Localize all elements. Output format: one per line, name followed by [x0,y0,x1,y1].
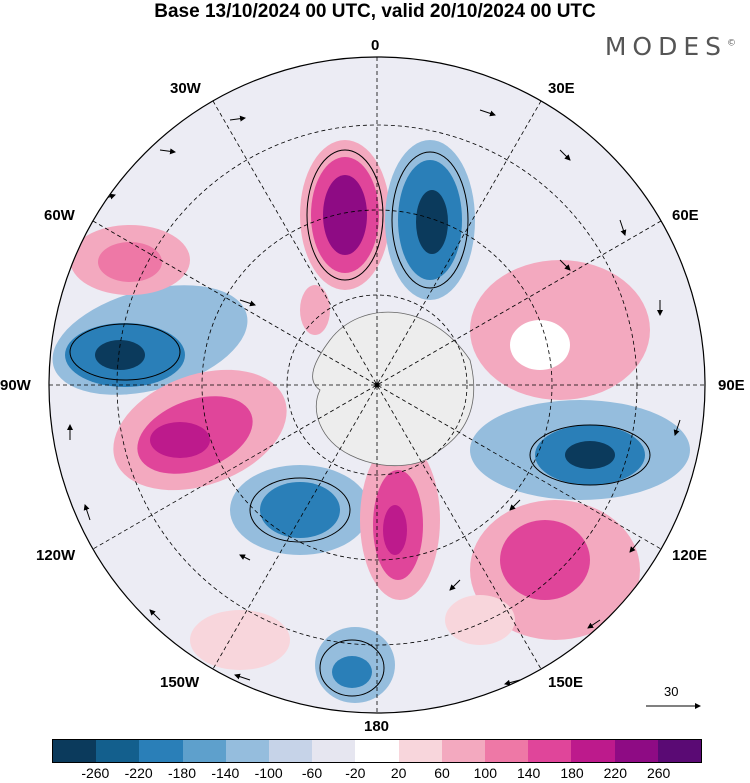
colorbar-swatch [53,740,97,762]
colorbar-tick-label: -180 [167,765,197,781]
colorbar-swatch [614,740,658,762]
colorbar-swatch [441,740,486,762]
lon-label-90w: 90W [0,377,31,394]
lon-label-0: 0 [371,37,380,54]
colorbar-tick-label: 60 [434,765,450,781]
lon-label-150w: 150W [160,674,200,691]
colorbar-swatch [96,740,140,762]
colorbar-tick-label: -260 [81,765,110,781]
colorbar-swatch [139,740,183,762]
lon-label-120w: 120W [36,547,76,564]
colorbar-tick-label: 140 [516,765,541,781]
wind-vectors [67,109,681,686]
modes-logo: MODES© [604,32,736,61]
colorbar-swatch [225,740,270,762]
colorbar-swatch [182,740,226,762]
lon-label-180: 180 [364,718,390,735]
lon-label-60e: 60E [672,207,699,224]
graticule [49,57,705,713]
colorbar-swatch [571,740,615,762]
lon-label-30w: 30W [170,80,201,97]
lon-label-30e: 30E [548,80,575,97]
colorbar-tick-label: -20 [345,765,366,781]
colorbar-tick-label: 100 [473,765,498,781]
anomaly-field [52,140,690,703]
colorbar-tick-label: -100 [254,765,283,781]
colorbar-swatch [657,740,702,762]
lon-label-60w: 60W [44,207,75,224]
colorbar-swatch [355,740,399,762]
colorbar-swatch [312,740,356,762]
colorbar-ticks: -260 -220 -180 -140 -100 -60 -20 20 60 100 140 180 2… [0,765,750,783]
colorbar-tick-label: -140 [211,765,240,781]
colorbar [52,739,702,763]
map-title: Base 13/10/2024 00 UTC, valid 20/10/2024… [154,1,596,22]
reference-vector-label: 30 [664,684,679,699]
colorbar-swatch [398,740,442,762]
colorbar-swatch [528,740,572,762]
lon-label-90e: 90E [718,377,745,394]
colorbar-tick-label: 260 [646,765,671,781]
colorbar-tick-label: 220 [603,765,628,781]
colorbar-swatch [485,740,529,762]
colorbar-tick-label: -220 [124,765,153,781]
antarctica-landmass [312,311,475,467]
colorbar-tick-label: -60 [301,765,323,781]
wind-contours [69,149,651,697]
colorbar-tick-label: 180 [560,765,584,781]
lon-label-120e: 120E [672,547,708,564]
lon-label-150e: 150E [548,674,584,691]
colorbar-tick-label: 20 [390,765,407,781]
colorbar-swatch [269,740,313,762]
